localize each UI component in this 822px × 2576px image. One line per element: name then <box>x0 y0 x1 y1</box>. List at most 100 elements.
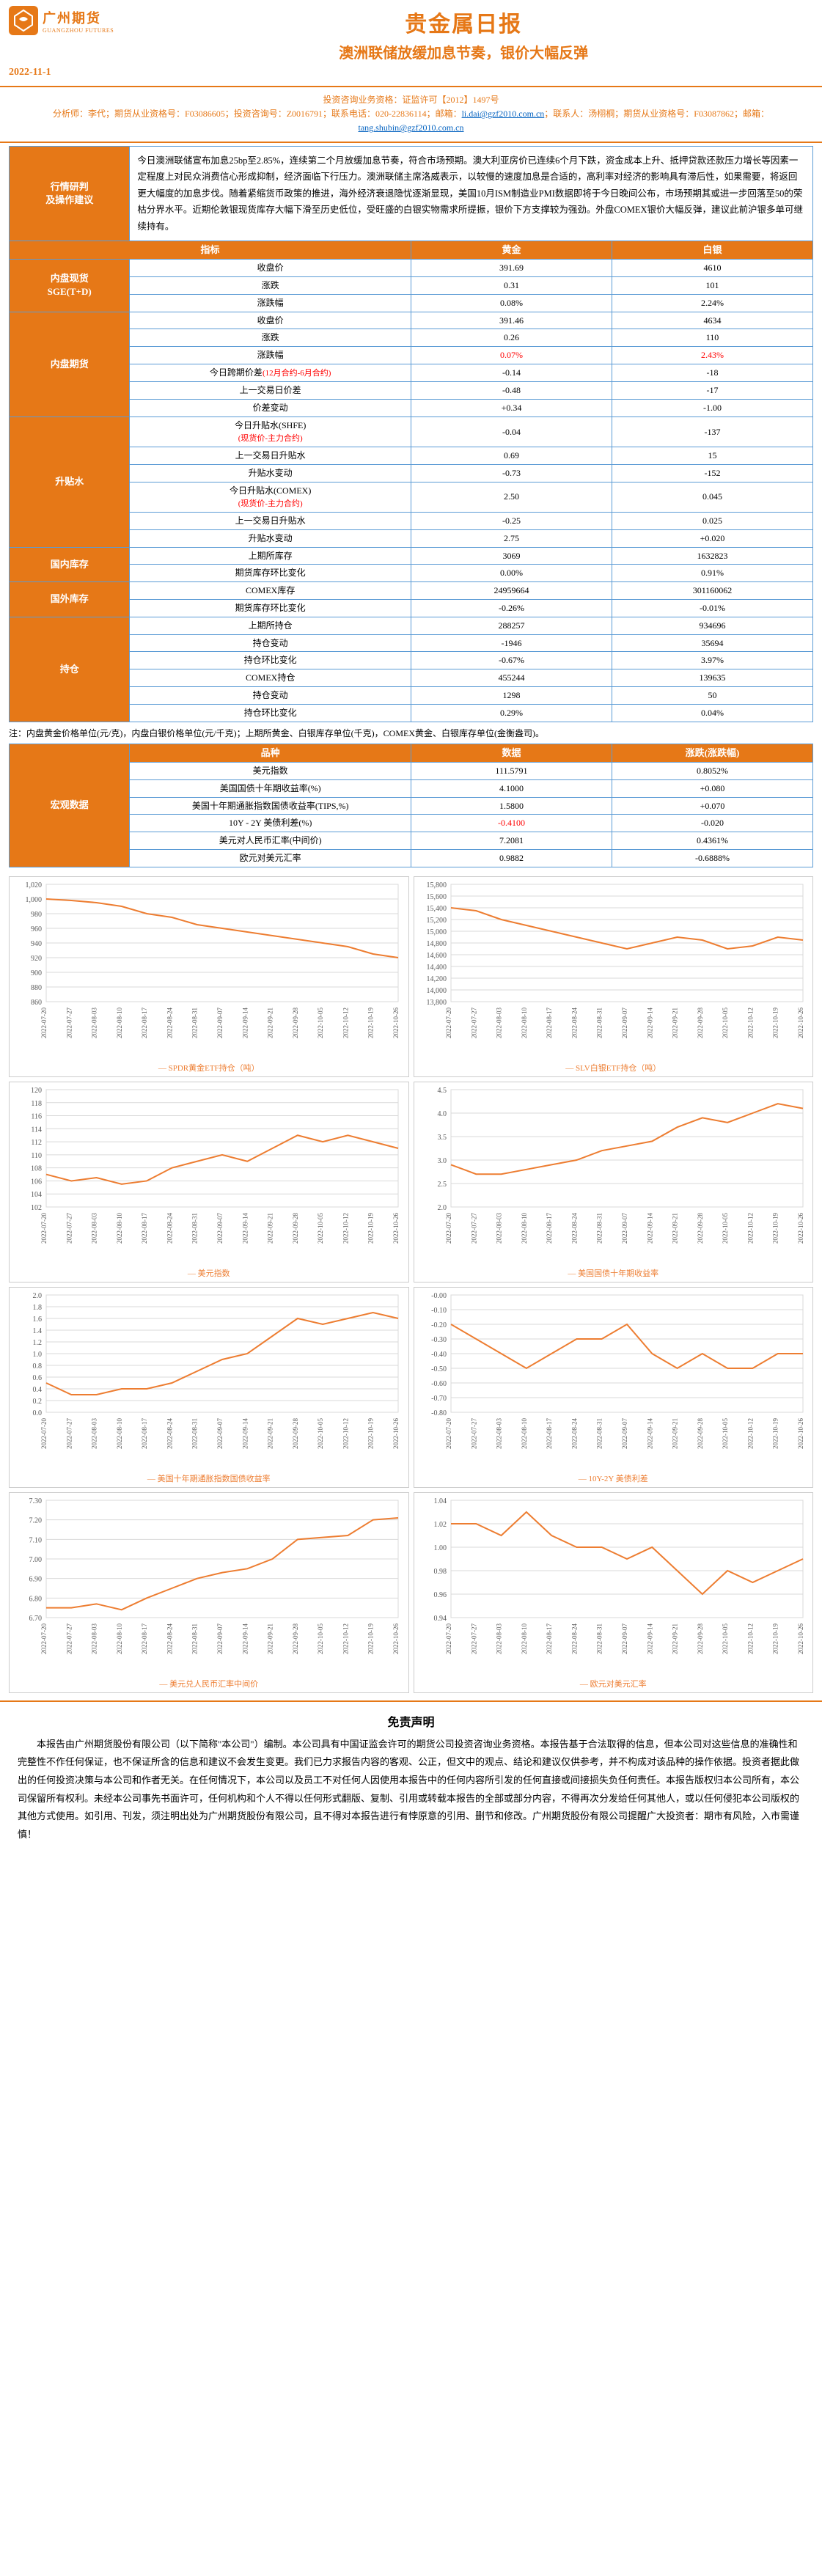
indicator-name: 涨跌 <box>130 277 411 295</box>
disclaimer-body: 本报告由广州期货股份有限公司（以下简称"本公司"）编制。本公司具有中国证监会许可… <box>18 1736 804 1844</box>
macro-change: -0.020 <box>612 815 812 832</box>
chart-SLV白银ETF持仓（吨）: 13,80014,00014,20014,40014,60014,80015,0… <box>414 876 814 1077</box>
group-label: 国外库存 <box>10 582 130 617</box>
svg-text:-0.10: -0.10 <box>431 1307 447 1315</box>
svg-text:2022-10-05: 2022-10-05 <box>722 1623 729 1654</box>
svg-text:15,400: 15,400 <box>426 905 447 913</box>
svg-text:2022-07-27: 2022-07-27 <box>470 1623 477 1654</box>
indicator-name: 今日升贴水(SHFE)(现货价-主力合约) <box>130 417 411 447</box>
svg-text:2022-09-21: 2022-09-21 <box>267 1213 274 1244</box>
indicator-name: 持仓变动 <box>130 634 411 652</box>
chart-legend: 美国十年期通胀指数国债收益率 <box>10 1471 408 1487</box>
macro-indicator: 美元指数 <box>130 762 411 779</box>
analyst-email-2[interactable]: tang.shubin@gzf2010.com.cn <box>358 122 463 133</box>
svg-text:15,200: 15,200 <box>426 917 447 925</box>
svg-text:118: 118 <box>31 1099 42 1107</box>
silver-value: 1632823 <box>612 547 812 565</box>
logo-text-ch: 广州期货 <box>43 8 114 27</box>
svg-text:0.8: 0.8 <box>33 1362 43 1370</box>
indicator-name: 价差变动 <box>130 400 411 417</box>
gold-value: -0.67% <box>411 652 612 669</box>
gold-value: 2.50 <box>411 482 612 512</box>
macro-change: 0.8052% <box>612 762 812 779</box>
indicator-name: 涨跌幅 <box>130 347 411 364</box>
svg-text:2022-07-27: 2022-07-27 <box>65 1212 73 1243</box>
macro-data-table: 宏观数据品种数据涨跌(涨跌幅)美元指数111.57910.8052%美国国债十年… <box>9 744 813 867</box>
svg-text:2022-09-07: 2022-09-07 <box>621 1212 628 1243</box>
macro-indicator: 美国国债十年期收益率(%) <box>130 779 411 797</box>
macro-change: +0.080 <box>612 779 812 797</box>
svg-text:2022-09-07: 2022-09-07 <box>621 1417 628 1448</box>
svg-text:960: 960 <box>31 925 42 933</box>
svg-text:3.0: 3.0 <box>437 1157 447 1165</box>
svg-text:1.6: 1.6 <box>33 1315 43 1324</box>
svg-text:2022-09-07: 2022-09-07 <box>621 1007 628 1038</box>
svg-text:-0.20: -0.20 <box>431 1321 447 1329</box>
svg-text:2022-08-17: 2022-08-17 <box>141 1417 148 1448</box>
svg-text:2022-08-17: 2022-08-17 <box>141 1212 148 1243</box>
svg-text:2022-10-19: 2022-10-19 <box>367 1007 375 1038</box>
silver-value: 139635 <box>612 669 812 687</box>
svg-text:2022-10-19: 2022-10-19 <box>771 1212 779 1243</box>
macro-change: -0.6888% <box>612 849 812 867</box>
svg-text:2022-10-12: 2022-10-12 <box>746 1008 754 1038</box>
svg-text:920: 920 <box>31 955 42 963</box>
svg-text:1.2: 1.2 <box>33 1339 43 1347</box>
svg-text:2022-10-05: 2022-10-05 <box>722 1212 729 1243</box>
svg-text:-0.50: -0.50 <box>431 1365 447 1373</box>
chart-美国国债十年期收益率: 2.02.53.03.54.04.52022-07-202022-07-2720… <box>414 1082 814 1283</box>
svg-text:6.90: 6.90 <box>29 1575 43 1583</box>
analyst-line: 分析师：李代；期货从业资格号：F03086605；投资咨询号：Z0016791；… <box>9 107 813 135</box>
svg-text:2022-08-24: 2022-08-24 <box>570 1623 578 1654</box>
svg-text:2022-08-10: 2022-08-10 <box>520 1417 527 1448</box>
svg-text:2022-09-14: 2022-09-14 <box>646 1623 653 1654</box>
svg-text:2022-10-26: 2022-10-26 <box>797 1623 804 1654</box>
svg-text:2022-07-27: 2022-07-27 <box>65 1007 73 1038</box>
chart-SPDR黄金ETF持仓（吨）: 8608809009209409609801,0001,0202022-07-2… <box>9 876 409 1077</box>
svg-text:2022-08-03: 2022-08-03 <box>495 1212 502 1243</box>
svg-text:14,400: 14,400 <box>426 964 447 972</box>
chart-legend: 10Y-2Y 美债利差 <box>414 1471 813 1487</box>
indicator-name: 升贴水变动 <box>130 465 411 482</box>
macro-value: 0.9882 <box>411 849 612 867</box>
indicator-name: 期货库存环比变化 <box>130 599 411 617</box>
svg-text:980: 980 <box>31 911 42 919</box>
svg-text:2022-10-12: 2022-10-12 <box>342 1213 349 1244</box>
indicator-name: 涨跌 <box>130 329 411 347</box>
silver-value: 15 <box>612 447 812 465</box>
silver-value: -152 <box>612 465 812 482</box>
table-row: 内盘期货收盘价391.464634 <box>10 312 813 329</box>
svg-text:2022-09-07: 2022-09-07 <box>216 1007 224 1038</box>
svg-text:-0.40: -0.40 <box>431 1351 447 1359</box>
macro-indicator: 10Y - 2Y 美债利差(%) <box>130 815 411 832</box>
svg-text:0.96: 0.96 <box>433 1591 447 1599</box>
col-header-silver: 白银 <box>612 241 812 260</box>
indicator-name: 收盘价 <box>130 260 411 277</box>
silver-value: 2.24% <box>612 294 812 312</box>
macro-change: 0.4361% <box>612 832 812 850</box>
macro-value: -0.4100 <box>411 815 612 832</box>
svg-text:2022-09-14: 2022-09-14 <box>241 1623 249 1654</box>
svg-text:2022-08-24: 2022-08-24 <box>166 1212 173 1243</box>
svg-text:1.8: 1.8 <box>33 1304 43 1312</box>
table-row: 上一交易日价差-0.48-17 <box>10 382 813 400</box>
gold-value: 1298 <box>411 686 612 704</box>
svg-text:112: 112 <box>31 1139 42 1147</box>
svg-text:4.5: 4.5 <box>437 1087 447 1095</box>
svg-text:860: 860 <box>31 999 42 1007</box>
analysis-label: 行情研判及操作建议 <box>10 146 130 241</box>
svg-text:2022-07-27: 2022-07-27 <box>470 1417 477 1448</box>
silver-value: 0.025 <box>612 512 812 529</box>
svg-text:2022-10-26: 2022-10-26 <box>797 1212 804 1243</box>
table-row: 持仓环比变化-0.67%3.97% <box>10 652 813 669</box>
svg-text:940: 940 <box>31 940 42 948</box>
disclaimer-title: 免责声明 <box>18 1712 804 1730</box>
svg-text:0.2: 0.2 <box>33 1398 43 1406</box>
analyst-email-1[interactable]: li.dai@gzf2010.com.cn <box>462 109 545 119</box>
gold-value: 391.46 <box>411 312 612 329</box>
silver-value: -0.01% <box>612 599 812 617</box>
chart-legend: SLV白银ETF持仓（吨） <box>414 1060 813 1076</box>
table-row: 升贴水变动2.75+0.020 <box>10 529 813 547</box>
macro-indicator: 美元对人民币汇率(中间价) <box>130 832 411 850</box>
svg-text:2022-10-12: 2022-10-12 <box>746 1213 754 1244</box>
